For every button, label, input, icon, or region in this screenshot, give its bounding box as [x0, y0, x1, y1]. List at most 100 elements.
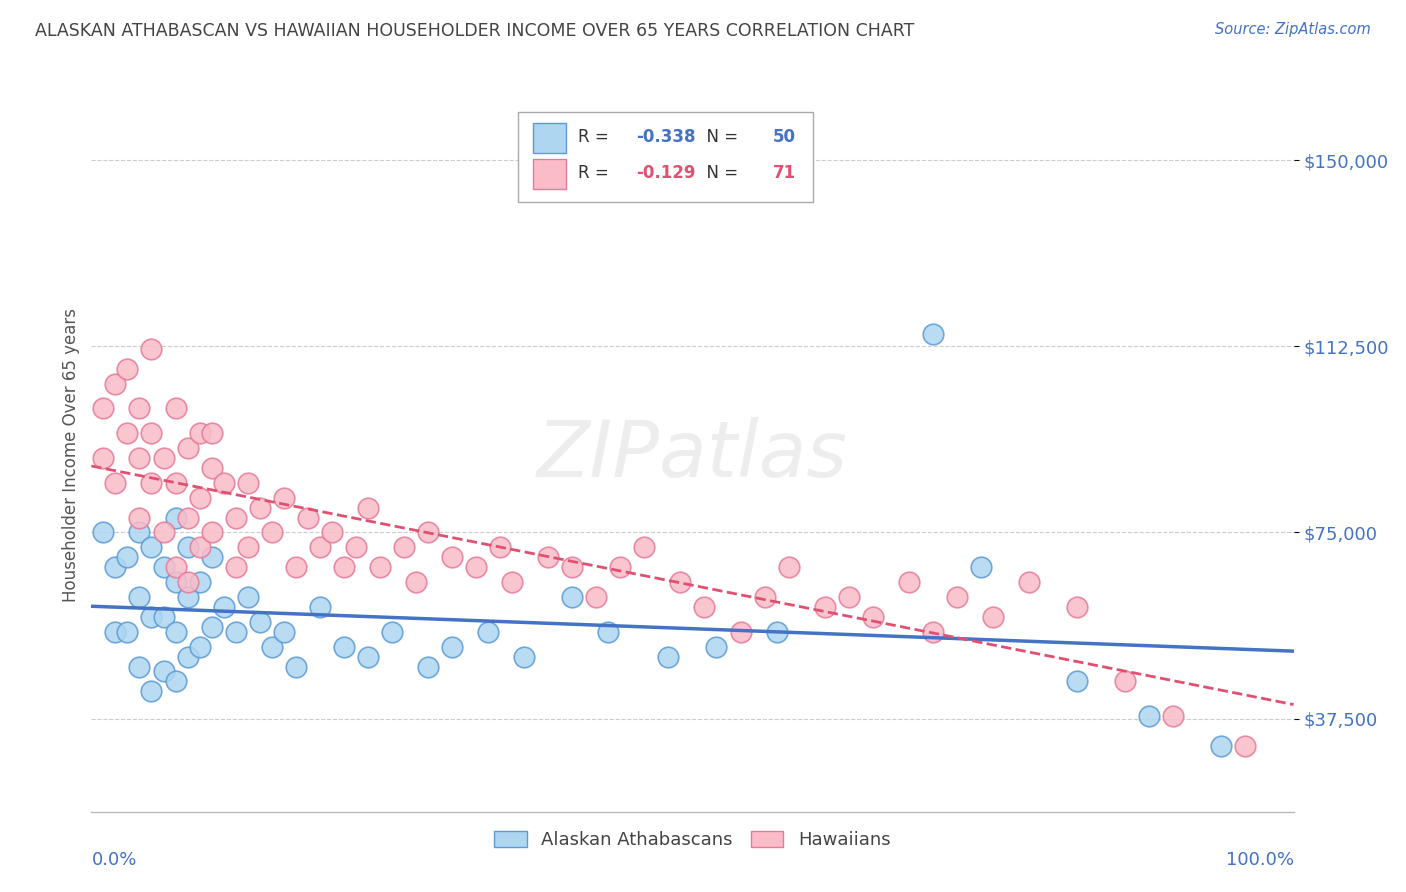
Text: 100.0%: 100.0%: [1226, 851, 1294, 869]
Point: [165, 560, 187, 574]
Point: [141, 541, 163, 555]
Point: [165, 401, 187, 416]
Point: [897, 575, 920, 590]
Point: [236, 475, 259, 490]
Point: [765, 624, 787, 639]
Text: N =: N =: [696, 164, 744, 182]
Point: [212, 599, 235, 614]
Point: [1066, 599, 1088, 614]
Point: [212, 475, 235, 490]
Point: [128, 525, 150, 540]
Point: [201, 550, 224, 565]
Point: [1066, 674, 1088, 689]
Point: [104, 624, 127, 639]
Point: [357, 649, 380, 664]
Point: [117, 361, 139, 376]
Point: [260, 640, 283, 654]
Point: [104, 376, 127, 391]
Point: [188, 541, 211, 555]
Point: [176, 541, 198, 555]
Point: [344, 541, 367, 555]
Point: [706, 640, 728, 654]
Point: [609, 560, 631, 574]
Point: [165, 475, 187, 490]
Point: [1211, 739, 1233, 753]
Point: [1161, 709, 1184, 723]
Text: N =: N =: [696, 128, 744, 146]
Text: -0.129: -0.129: [636, 164, 696, 182]
Point: [537, 550, 560, 565]
Point: [946, 590, 969, 604]
Point: [152, 665, 174, 679]
Point: [273, 491, 295, 505]
Point: [501, 575, 523, 590]
Point: [165, 575, 187, 590]
Point: [201, 620, 224, 634]
Point: [141, 684, 163, 698]
Point: [201, 426, 224, 441]
Point: [201, 525, 224, 540]
Point: [117, 426, 139, 441]
Point: [225, 510, 247, 524]
Text: ALASKAN ATHABASCAN VS HAWAIIAN HOUSEHOLDER INCOME OVER 65 YEARS CORRELATION CHAR: ALASKAN ATHABASCAN VS HAWAIIAN HOUSEHOLD…: [35, 22, 914, 40]
Point: [416, 659, 439, 673]
Text: R =: R =: [578, 128, 614, 146]
Point: [117, 624, 139, 639]
Point: [561, 560, 583, 574]
Point: [141, 475, 163, 490]
Point: [814, 599, 837, 614]
Point: [176, 590, 198, 604]
Point: [165, 624, 187, 639]
FancyBboxPatch shape: [533, 123, 567, 153]
Point: [1114, 674, 1136, 689]
Point: [165, 510, 187, 524]
Point: [778, 560, 800, 574]
Point: [981, 610, 1004, 624]
Point: [1234, 739, 1257, 753]
Point: [104, 560, 127, 574]
Point: [128, 659, 150, 673]
Point: [308, 541, 330, 555]
Point: [141, 342, 163, 356]
Point: [201, 461, 224, 475]
Point: [357, 500, 380, 515]
Text: -0.338: -0.338: [636, 128, 696, 146]
Point: [730, 624, 752, 639]
Text: ZIPatlas: ZIPatlas: [537, 417, 848, 493]
Point: [188, 491, 211, 505]
Point: [669, 575, 692, 590]
Point: [128, 510, 150, 524]
Point: [284, 560, 307, 574]
Point: [165, 674, 187, 689]
Point: [117, 550, 139, 565]
Point: [922, 624, 945, 639]
Legend: Alaskan Athabascans, Hawaiians: Alaskan Athabascans, Hawaiians: [488, 823, 897, 856]
Point: [141, 610, 163, 624]
Point: [152, 525, 174, 540]
Point: [188, 426, 211, 441]
Point: [104, 475, 127, 490]
Text: 71: 71: [773, 164, 796, 182]
Point: [862, 610, 884, 624]
Point: [693, 599, 716, 614]
Text: Source: ZipAtlas.com: Source: ZipAtlas.com: [1215, 22, 1371, 37]
Point: [236, 541, 259, 555]
Point: [465, 560, 488, 574]
Point: [188, 575, 211, 590]
Point: [249, 500, 271, 515]
Point: [284, 659, 307, 673]
Point: [236, 590, 259, 604]
Point: [273, 624, 295, 639]
Point: [93, 401, 115, 416]
Point: [333, 640, 356, 654]
Point: [176, 649, 198, 664]
Point: [838, 590, 860, 604]
Point: [249, 615, 271, 629]
Text: 50: 50: [773, 128, 796, 146]
Point: [141, 426, 163, 441]
Point: [1018, 575, 1040, 590]
Point: [513, 649, 536, 664]
Point: [489, 541, 512, 555]
FancyBboxPatch shape: [519, 112, 813, 202]
Point: [922, 326, 945, 341]
